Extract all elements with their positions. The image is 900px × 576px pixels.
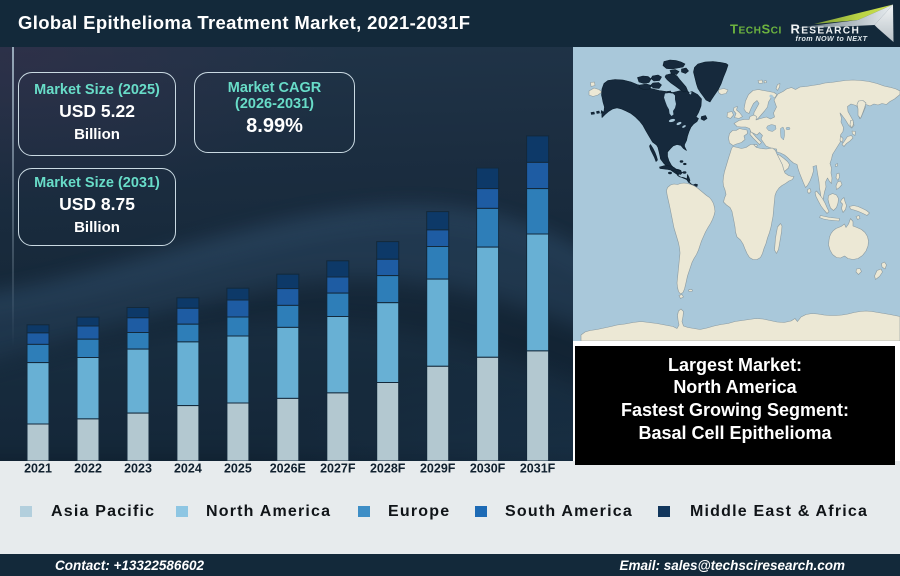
svg-text:2027F: 2027F bbox=[320, 462, 356, 476]
svg-text:2026E: 2026E bbox=[270, 462, 306, 476]
svg-text:2023: 2023 bbox=[124, 462, 152, 476]
svg-text:from NOW to NEXT: from NOW to NEXT bbox=[796, 34, 868, 43]
svg-text:2024: 2024 bbox=[174, 462, 202, 476]
svg-text:2029F: 2029F bbox=[420, 462, 456, 476]
svg-text:2025: 2025 bbox=[224, 462, 252, 476]
svg-text:2028F: 2028F bbox=[370, 462, 406, 476]
svg-text:2022: 2022 bbox=[74, 462, 102, 476]
svg-text:TECHSCI: TECHSCI bbox=[730, 22, 782, 37]
svg-text:2021: 2021 bbox=[24, 462, 52, 476]
svg-text:RESEARCH: RESEARCH bbox=[791, 22, 861, 37]
svg-text:2031F: 2031F bbox=[520, 462, 556, 476]
svg-text:2030F: 2030F bbox=[470, 462, 506, 476]
